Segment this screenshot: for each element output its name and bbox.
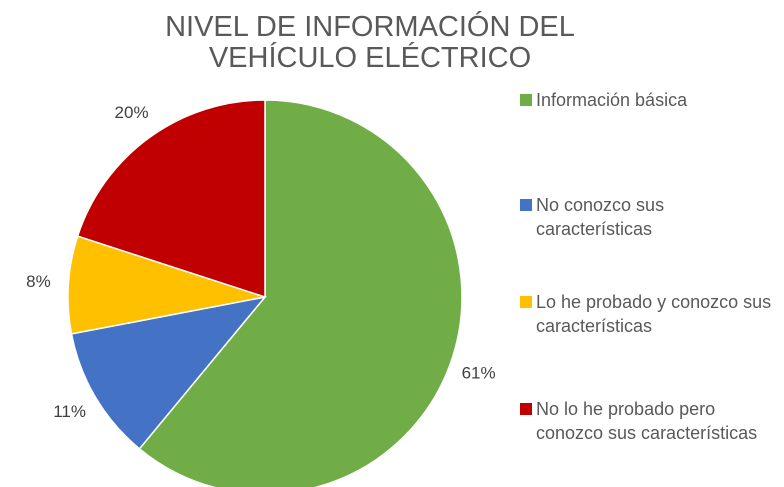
pie-slice	[138, 99, 463, 487]
data-label: 61%	[462, 363, 496, 382]
legend-label: Lo he probado y conozco sus característi…	[536, 292, 772, 336]
legend-item: No conozco sus características	[520, 193, 775, 241]
pie-slice	[76, 99, 266, 299]
chart-title: NIVEL DE INFORMACIÓN DEL VEHÍCULO ELÉCTR…	[165, 11, 575, 74]
data-label: 8%	[26, 272, 51, 291]
legend-item: Lo he probado y conozco sus característi…	[520, 290, 775, 338]
legend-label: No conozco sus características	[536, 195, 665, 239]
legend-label: No lo he probado pero conozco sus caract…	[536, 399, 758, 443]
legend-item: Información básica	[520, 88, 775, 112]
legend-label: Información básica	[536, 90, 688, 110]
pie-slice	[70, 295, 267, 450]
legend-swatch	[520, 94, 532, 106]
legend-swatch	[520, 403, 532, 415]
pie-slice	[67, 235, 266, 335]
legend-item: No lo he probado pero conozco sus caract…	[520, 397, 775, 445]
legend-swatch	[520, 296, 532, 308]
data-label: 20%	[115, 103, 149, 122]
data-label: 11%	[53, 402, 86, 421]
legend-swatch	[520, 199, 532, 211]
